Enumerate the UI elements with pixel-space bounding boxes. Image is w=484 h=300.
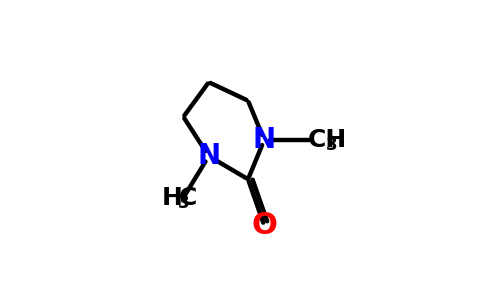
Text: O: O — [251, 211, 277, 240]
Text: N: N — [253, 126, 276, 154]
Text: H: H — [161, 186, 182, 210]
Text: C: C — [179, 186, 197, 210]
Text: N: N — [197, 142, 220, 170]
Text: 3: 3 — [178, 194, 190, 212]
Text: 3: 3 — [325, 136, 337, 154]
Text: CH: CH — [308, 128, 348, 152]
